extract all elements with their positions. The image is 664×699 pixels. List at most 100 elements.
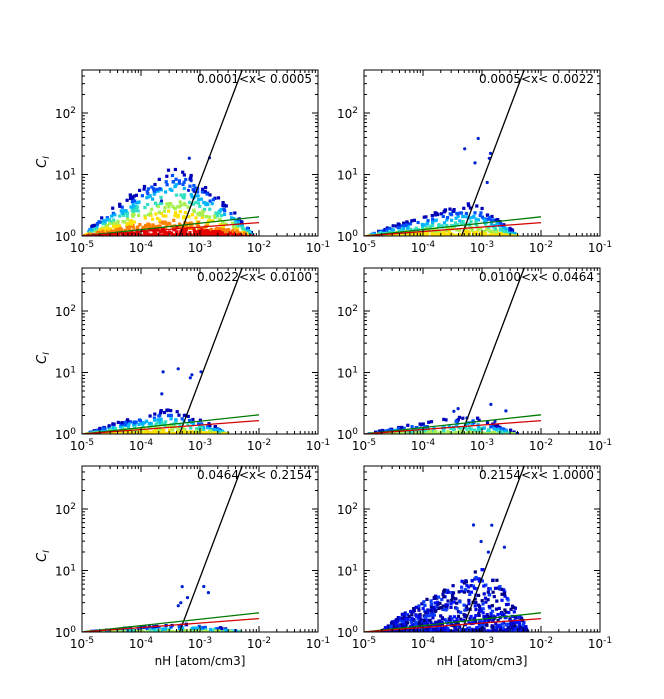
scatter-point [456, 418, 460, 422]
scatter-point [500, 630, 504, 632]
scatter-point [404, 223, 408, 227]
scatter-point [501, 626, 505, 630]
scatter-point [453, 221, 458, 225]
scatter-point [191, 202, 195, 206]
scatter-point [497, 624, 501, 628]
scatter-point [149, 234, 153, 236]
scatter-outlier [185, 596, 190, 600]
scatter-point [469, 590, 474, 594]
scatter-point [117, 224, 121, 228]
scatter-point [482, 584, 486, 588]
scatter-point [192, 226, 196, 230]
scatter-point [173, 432, 177, 434]
scatter-point [386, 624, 390, 628]
reference-line-red [364, 419, 542, 434]
scatter-outlier [497, 587, 501, 591]
scatter-point [213, 215, 217, 219]
scatter-point [199, 425, 203, 429]
scatter-point [426, 219, 430, 223]
scatter-point [383, 429, 387, 433]
scatter-point [489, 615, 493, 619]
scatter-point [401, 624, 405, 629]
scatter-point [452, 428, 456, 432]
scatter-point [186, 233, 190, 236]
x-tick-label: 10-1 [588, 636, 612, 651]
scatter-point [397, 225, 401, 230]
scatter-point [198, 418, 202, 422]
scatter-point [442, 588, 447, 592]
x-tick-label: 10-5 [70, 240, 94, 255]
scatter-point [431, 220, 435, 224]
scatter-point [424, 611, 428, 615]
scatter-point [429, 602, 433, 606]
scatter-point [120, 426, 124, 430]
scatter-point [228, 231, 232, 235]
scatter-point [129, 420, 133, 424]
x-tick-label: 10-5 [352, 438, 376, 453]
scatter-point [475, 626, 479, 630]
scatter-point [425, 225, 429, 229]
scatter-point [209, 429, 213, 433]
scatter-point [467, 626, 471, 630]
scatter-point [393, 622, 397, 626]
scatter-point [423, 432, 427, 434]
panel-2-axes-frame [81, 267, 319, 435]
scatter-point [382, 432, 386, 434]
scatter-point [414, 226, 418, 230]
scatter-point [446, 599, 450, 603]
scatter-point [433, 231, 437, 235]
scatter-point [178, 210, 182, 214]
scatter-point [441, 628, 445, 632]
scatter-point [154, 430, 158, 434]
scatter-point [140, 194, 144, 198]
scatter-point [493, 225, 497, 229]
scatter-point [502, 620, 506, 624]
scatter-point [520, 629, 524, 632]
scatter-point [482, 592, 486, 596]
reference-line-red [82, 419, 260, 434]
scatter-point [157, 629, 161, 632]
scatter-point [172, 218, 176, 222]
scatter-point [107, 230, 111, 234]
scatter-point [510, 620, 514, 624]
scatter-point [509, 228, 513, 232]
scatter-point [482, 220, 487, 224]
scatter-point [483, 596, 488, 600]
scatter-point [249, 234, 253, 236]
scatter-point [415, 431, 419, 434]
scatter-point [182, 216, 186, 220]
panel-3-reference-lines [364, 268, 542, 434]
scatter-point [216, 233, 221, 236]
scatter-point [156, 418, 160, 422]
scatter-point [489, 611, 493, 615]
scatter-point [170, 188, 174, 192]
scatter-point [450, 598, 454, 602]
scatter-point [192, 184, 196, 188]
reference-line-steep [178, 268, 243, 434]
scatter-point [504, 610, 508, 614]
scatter-point [226, 228, 230, 232]
scatter-point [240, 233, 244, 236]
scatter-point [118, 204, 122, 208]
scatter-point [467, 621, 471, 625]
scatter-point [175, 225, 179, 229]
scatter-point [433, 628, 437, 632]
scatter-point [514, 620, 518, 624]
scatter-point [211, 430, 215, 434]
scatter-point [449, 432, 453, 434]
scatter-point [436, 432, 440, 434]
scatter-point [395, 431, 399, 434]
scatter-point [155, 421, 159, 425]
scatter-point [109, 220, 114, 224]
scatter-point [513, 627, 517, 631]
scatter-point [449, 605, 453, 609]
x-tick-label: 10-2 [529, 438, 553, 453]
scatter-point [440, 617, 445, 621]
scatter-point [178, 200, 182, 204]
scatter-outlier [206, 591, 210, 595]
scatter-point [500, 430, 504, 434]
scatter-point [450, 223, 454, 228]
scatter-point [486, 590, 490, 594]
scatter-point [148, 194, 152, 198]
scatter-point [479, 211, 483, 215]
